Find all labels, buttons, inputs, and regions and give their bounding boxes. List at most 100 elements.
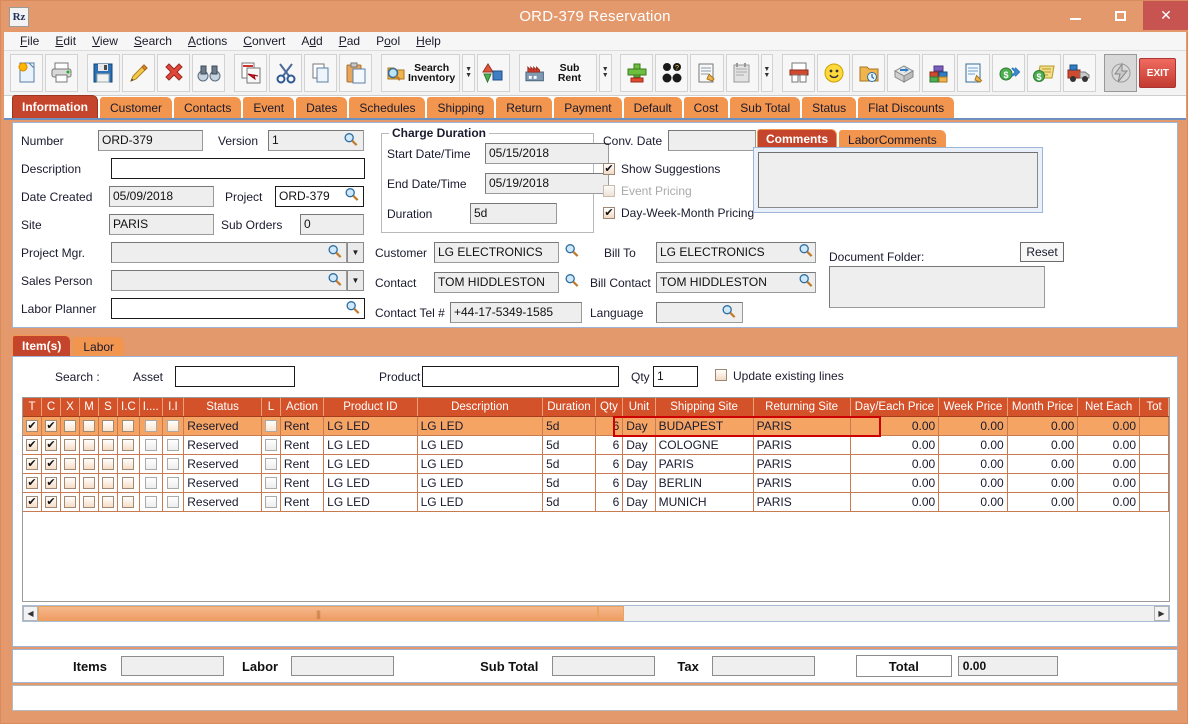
edit-pencil-icon[interactable]	[121, 54, 156, 92]
tab-sub-total[interactable]: Sub Total	[730, 97, 801, 118]
cell-i4[interactable]	[139, 435, 163, 455]
cell-description[interactable]: LG LED	[417, 454, 544, 474]
scroll-right-arrow-icon[interactable]: ▶	[1154, 606, 1169, 621]
cell-action[interactable]: Rent	[280, 454, 325, 474]
row-checkbox-c[interactable]: ✔	[45, 420, 57, 433]
cell-s[interactable]	[98, 492, 118, 512]
grid-header-returning_site[interactable]: Returning Site	[753, 398, 851, 417]
cell-m[interactable]	[79, 416, 99, 436]
cell-status[interactable]: Reserved	[183, 435, 262, 455]
cell-m[interactable]	[79, 473, 99, 493]
cell-x[interactable]	[60, 492, 80, 512]
cell-t[interactable]: ✔	[23, 492, 42, 512]
cell-description[interactable]: LG LED	[417, 473, 544, 493]
description-field[interactable]	[111, 158, 365, 179]
table-row[interactable]: ✔ ✔ Reserved Rent LG LED LG LED 5d 6 Day COLOGNE P…	[23, 435, 1169, 455]
labor-planner-field[interactable]	[111, 298, 365, 319]
cell-month_price[interactable]: 0.00	[1007, 416, 1079, 436]
cell-x[interactable]	[60, 435, 80, 455]
table-row[interactable]: ✔ ✔ Reserved Rent LG LED LG LED 5d 6 Day PARIS PAR…	[23, 454, 1169, 474]
cell-net_each[interactable]: 0.00	[1077, 454, 1141, 474]
row-checkbox-ii[interactable]	[166, 477, 179, 490]
cell-returning_site[interactable]: PARIS	[753, 454, 851, 474]
product-input[interactable]	[422, 366, 619, 387]
tax-field[interactable]	[711, 656, 815, 676]
cell-qty[interactable]: 6	[595, 473, 624, 493]
end-datetime-field[interactable]: 05/19/2018	[485, 173, 609, 194]
cell-s[interactable]	[98, 435, 118, 455]
grid-header-net_each[interactable]: Net Each	[1077, 398, 1141, 417]
cell-month_price[interactable]: 0.00	[1007, 492, 1079, 512]
cell-product_id[interactable]: LG LED	[323, 435, 418, 455]
row-checkbox-ii[interactable]	[166, 439, 179, 452]
row-checkbox-ii[interactable]	[166, 458, 179, 471]
cell-ic[interactable]	[117, 416, 140, 436]
row-checkbox-m[interactable]	[83, 458, 95, 471]
total-value-field[interactable]: 0.00	[957, 656, 1058, 676]
cell-ii[interactable]	[162, 416, 185, 436]
tab-status[interactable]: Status	[802, 97, 857, 118]
cell-action[interactable]: Rent	[280, 416, 325, 436]
update-existing-lines-checkbox[interactable]	[715, 369, 727, 381]
date-created-field[interactable]: 05/09/2018	[109, 186, 214, 207]
items-total-field[interactable]	[120, 656, 224, 676]
tab-shipping[interactable]: Shipping	[427, 97, 495, 118]
start-datetime-field[interactable]: 05/15/2018	[485, 143, 609, 164]
menu-pad[interactable]: Pad	[338, 34, 361, 48]
document-folder-field[interactable]	[829, 266, 1045, 308]
grid-header-ii[interactable]: I.I	[162, 398, 185, 417]
grid-header-day_each_price[interactable]: Day/Each Price	[850, 398, 940, 417]
cell-l[interactable]	[261, 473, 281, 493]
flash-disabled-icon[interactable]	[1104, 54, 1138, 92]
sub-rent-button[interactable]: Sub Rent	[518, 54, 597, 92]
row-checkbox-s[interactable]	[102, 458, 114, 471]
cell-day_each_price[interactable]: 0.00	[850, 454, 940, 474]
tab-return[interactable]: Return	[496, 97, 553, 118]
cell-m[interactable]	[79, 454, 99, 474]
cell-month_price[interactable]: 0.00	[1007, 454, 1079, 474]
row-checkbox-s[interactable]	[102, 420, 114, 433]
cell-l[interactable]	[261, 492, 281, 512]
row-checkbox-i4[interactable]	[144, 420, 157, 433]
report-print-icon[interactable]	[782, 54, 816, 92]
menu-add[interactable]: Add	[301, 34, 323, 48]
grid-header-week_price[interactable]: Week Price	[938, 398, 1008, 417]
cell-day_each_price[interactable]: 0.00	[850, 473, 940, 493]
row-checkbox-i4[interactable]	[144, 477, 157, 490]
import-document-icon[interactable]	[233, 54, 268, 92]
comments-textarea[interactable]	[758, 152, 1038, 208]
cell-l[interactable]	[261, 435, 281, 455]
menu-pool[interactable]: Pool	[376, 34, 401, 48]
cell-week_price[interactable]: 0.00	[938, 492, 1008, 512]
scroll-thumb-secondary[interactable]	[598, 606, 624, 621]
cell-status[interactable]: Reserved	[183, 492, 262, 512]
tab-schedules[interactable]: Schedules	[349, 97, 426, 118]
cut-scissors-icon[interactable]	[269, 54, 303, 92]
sales-person-dropdown-icon[interactable]: ▼	[347, 270, 364, 291]
row-checkbox-c[interactable]: ✔	[45, 439, 57, 452]
cell-returning_site[interactable]: PARIS	[753, 492, 851, 512]
cell-month_price[interactable]: 0.00	[1007, 435, 1079, 455]
row-checkbox-t[interactable]: ✔	[26, 458, 38, 471]
row-checkbox-l[interactable]	[264, 477, 277, 490]
row-checkbox-x[interactable]	[64, 477, 76, 490]
cell-day_each_price[interactable]: 0.00	[850, 435, 940, 455]
row-checkbox-ii[interactable]	[166, 496, 179, 509]
menu-edit[interactable]: Edit	[55, 34, 77, 48]
row-checkbox-c[interactable]: ✔	[45, 477, 57, 490]
cell-x[interactable]	[60, 473, 80, 493]
cell-duration[interactable]: 5d	[542, 454, 596, 474]
cell-t[interactable]: ✔	[23, 473, 42, 493]
project-field[interactable]: ORD-379	[275, 186, 364, 207]
notepad-dropdown-icon[interactable]: ▼ ▼	[760, 54, 774, 92]
row-checkbox-m[interactable]	[83, 496, 95, 509]
tab-labor-comments[interactable]: LaborComments	[839, 130, 946, 148]
folder-clock-icon[interactable]	[852, 54, 886, 92]
delete-red-x-icon[interactable]	[157, 54, 191, 92]
cell-total[interactable]	[1139, 473, 1169, 493]
cell-week_price[interactable]: 0.00	[938, 416, 1008, 436]
cell-i4[interactable]	[139, 454, 163, 474]
menu-search[interactable]: Search	[133, 34, 172, 48]
save-icon[interactable]	[86, 54, 120, 92]
cell-i4[interactable]	[139, 492, 163, 512]
